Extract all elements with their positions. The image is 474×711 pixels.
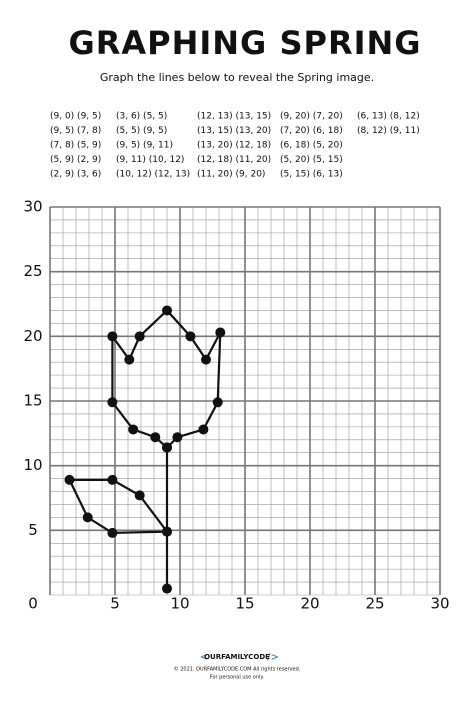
x-tick-label: 25 — [365, 595, 384, 613]
logo-bracket: < — [200, 652, 208, 663]
coordinate-pair: (5, 15) (6, 13) — [280, 170, 343, 180]
point — [185, 331, 196, 342]
instructions: Graph the lines below to reveal the Spri… — [100, 71, 374, 84]
coordinate-pair: (11, 20) (9, 20) — [197, 170, 265, 180]
point — [124, 354, 135, 365]
y-tick-label: 5 — [28, 521, 38, 539]
point — [64, 474, 75, 485]
coordinate-pair: (7, 8) (5, 9) — [50, 141, 101, 151]
y-tick-label: 10 — [23, 456, 42, 474]
coordinate-pair: (9, 5) (9, 11) — [116, 141, 173, 151]
coordinate-pair: (10, 12) (12, 13) — [116, 170, 190, 180]
coordinate-pair: (13, 15) (13, 20) — [197, 126, 271, 136]
point — [82, 512, 93, 523]
point — [150, 432, 161, 443]
point — [128, 424, 139, 435]
logo: OURFAMILYCODE — [204, 653, 270, 661]
point — [215, 327, 226, 338]
point — [162, 305, 172, 316]
y-tick-label: 30 — [23, 198, 42, 216]
point — [134, 490, 145, 501]
figure-line — [67, 308, 222, 589]
point — [162, 526, 172, 537]
coordinate-pair: (5, 9) (2, 9) — [50, 155, 101, 165]
point — [212, 397, 223, 408]
x-tick-label: 30 — [430, 595, 449, 613]
point — [162, 442, 172, 453]
point — [201, 354, 211, 365]
point — [172, 432, 183, 443]
point — [107, 331, 118, 342]
coordinate-pair: (3, 6) (5, 5) — [116, 112, 167, 122]
point — [198, 424, 209, 435]
coordinate-pair: (5, 20) (5, 15) — [280, 155, 343, 165]
coordinate-pair: (12, 18) (11, 20) — [197, 155, 271, 165]
title: GRAPHING SPRING — [68, 24, 421, 62]
coordinate-pair: (9, 20) (7, 20) — [280, 112, 343, 122]
logo-bracket: /> — [267, 652, 279, 663]
y-tick-label: 25 — [23, 262, 42, 280]
coordinate-pair: (6, 13) (8, 12) — [357, 112, 420, 122]
point — [134, 331, 145, 342]
x-tick-label: 5 — [110, 595, 120, 613]
coordinate-pair: (9, 0) (9, 5) — [50, 112, 101, 122]
note: For personal use only. — [210, 675, 265, 681]
coordinate-pair: (9, 11) (10, 12) — [116, 155, 184, 165]
x-tick-label: 20 — [300, 595, 319, 613]
coordinate-pair: (9, 5) (7, 8) — [50, 126, 101, 136]
x-tick-label: 0 — [28, 595, 38, 613]
point — [107, 397, 118, 408]
point — [107, 474, 118, 485]
x-tick-label: 10 — [170, 595, 189, 613]
y-tick-label: 20 — [23, 327, 42, 345]
coordinate-pair: (6, 18) (5, 20) — [280, 141, 343, 151]
coordinate-pair: (5, 5) (9, 5) — [116, 126, 167, 136]
y-tick-label: 15 — [23, 392, 42, 410]
coordinate-pair: (2, 9) (3, 6) — [50, 170, 101, 180]
coordinate-pair: (7, 20) (6, 18) — [280, 126, 343, 136]
coordinate-pair: (12, 13) (13, 15) — [197, 112, 271, 122]
coordinate-pair: (13, 20) (12, 18) — [197, 141, 271, 151]
point — [107, 527, 118, 538]
point — [162, 583, 172, 594]
coordinate-pair: (8, 12) (9, 11) — [357, 126, 420, 136]
copyright: © 2021. OURFAMILYCODE.COM All rights res… — [174, 666, 301, 673]
x-tick-label: 15 — [235, 595, 254, 613]
